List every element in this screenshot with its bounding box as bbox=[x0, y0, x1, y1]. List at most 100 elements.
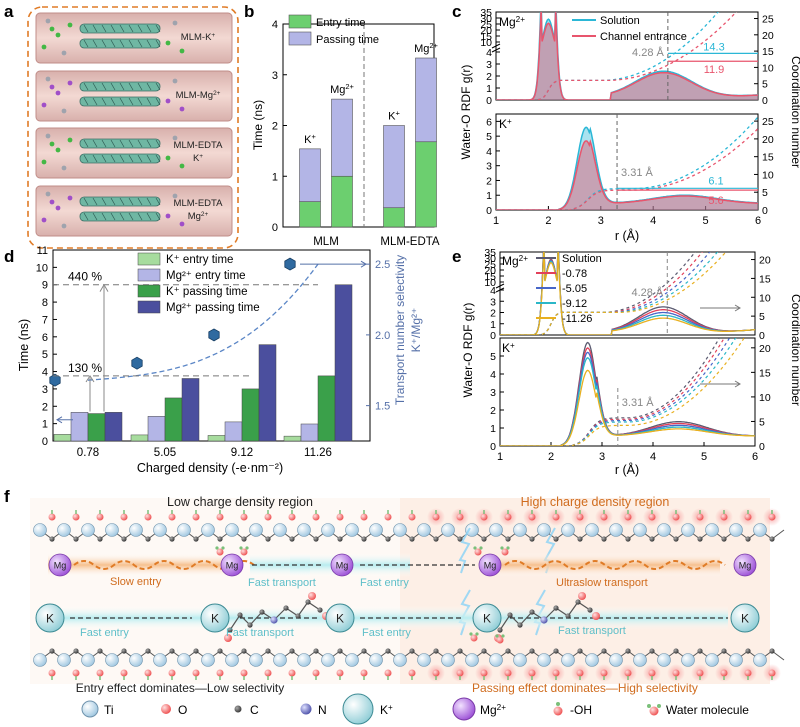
d-bar-1-3 bbox=[207, 435, 226, 442]
nanosheet-texture bbox=[146, 154, 152, 163]
e-top-ytick-label: 3 bbox=[490, 296, 496, 308]
wall-ti-atom bbox=[489, 653, 503, 667]
wall-ti-atom bbox=[729, 653, 743, 667]
wall-carbon-atom bbox=[217, 536, 223, 542]
wall-o-atom bbox=[696, 513, 704, 521]
wall-ti-atom bbox=[585, 523, 599, 537]
wall-o-atom bbox=[576, 513, 584, 521]
k-ion-7 bbox=[200, 603, 230, 633]
nanosheet-2-1 bbox=[79, 81, 161, 92]
wall-o-atom bbox=[624, 669, 632, 677]
nanosheet-texture bbox=[155, 197, 161, 206]
b-bar-entry-3 bbox=[383, 207, 405, 228]
d-bar-3-4 bbox=[317, 375, 336, 442]
e-legend-label-5: -11.26 bbox=[562, 313, 592, 325]
nanosheet-texture bbox=[119, 39, 125, 48]
caption-high-selectivity: Passing effect dominates—High selectivit… bbox=[472, 681, 698, 695]
wall-carbon-atom bbox=[97, 536, 103, 542]
c-top-ytick-label: 10 bbox=[480, 37, 492, 49]
wall-carbon-atom bbox=[577, 648, 583, 654]
wall-o-atom bbox=[624, 513, 632, 521]
d-ytick-label: 7 bbox=[42, 314, 48, 326]
nanosheet-texture bbox=[137, 39, 143, 48]
ion-particle bbox=[172, 193, 178, 199]
c-top-ytick-label: 25 bbox=[480, 19, 492, 31]
c-xlabel: r (Å) bbox=[615, 228, 639, 243]
wall-o-atom bbox=[144, 669, 152, 677]
nanosheet-texture bbox=[137, 82, 143, 91]
lightning-1 bbox=[458, 527, 471, 574]
wall-ti-atom bbox=[705, 523, 719, 537]
wall-o-atom bbox=[192, 669, 200, 677]
wall-ti-atom bbox=[465, 523, 479, 537]
wall-carbon-atom bbox=[313, 536, 319, 542]
b-xlabel-mlm-edta: MLM-EDTA bbox=[380, 236, 440, 248]
ion-particle bbox=[49, 141, 55, 147]
nanosheet-texture bbox=[83, 139, 89, 148]
wall-ti-atom bbox=[369, 523, 383, 537]
label-fast-entry-mg: Fast entry bbox=[360, 577, 409, 589]
nanosheet-3-2 bbox=[79, 153, 161, 164]
mg-ion-label: Mg bbox=[484, 561, 497, 571]
nanosheet-texture bbox=[110, 24, 116, 33]
panel-d-chart: 0 1 2 3 4 5 6 7 8 9 10 11 1.5 2.0 2.5 0.78 5.05 9.12 11.26… bbox=[17, 245, 423, 475]
c-xtick-label: 5 bbox=[703, 215, 709, 227]
e-bottom-ytick-label: 0 bbox=[490, 441, 496, 453]
c-bottom-fill-entrance bbox=[496, 140, 758, 210]
d-ytick-label: 0 bbox=[42, 436, 48, 448]
wall-carbon-atom bbox=[457, 536, 463, 542]
edta-chain-low-atom bbox=[270, 616, 278, 624]
water-h bbox=[475, 632, 479, 636]
ion-particle bbox=[61, 223, 67, 229]
nanosheet-texture bbox=[137, 24, 143, 33]
wall-ti-atom bbox=[321, 523, 335, 537]
nanosheet-texture bbox=[101, 39, 107, 48]
e-bottom-curves bbox=[500, 338, 755, 446]
ion-particle bbox=[172, 135, 178, 141]
edta-chain-low-atom bbox=[283, 605, 289, 611]
nanosheet-texture bbox=[101, 197, 107, 206]
ion-particle bbox=[49, 199, 55, 205]
ion-particle bbox=[67, 195, 73, 201]
wall-ti-atom bbox=[321, 653, 335, 667]
wall-ti-atom bbox=[33, 653, 47, 667]
b-ytick-label: 1 bbox=[272, 171, 278, 183]
e-bottom-cn-5 bbox=[500, 338, 745, 446]
e-legend-label-2: -0.78 bbox=[562, 268, 587, 280]
d-bar-4-3 bbox=[258, 344, 277, 442]
water-h bbox=[500, 546, 504, 550]
nanosheet-texture bbox=[128, 154, 134, 163]
nanosheet-texture bbox=[119, 139, 125, 148]
nanosheet-texture bbox=[110, 82, 116, 91]
wall-o-atom bbox=[432, 513, 440, 521]
e-axis-break bbox=[495, 283, 505, 289]
wall-carbon-atom bbox=[241, 536, 247, 542]
d-legend-swatch-4 bbox=[137, 300, 161, 314]
legend-oh-h bbox=[556, 702, 560, 706]
c-axis-break bbox=[491, 43, 501, 49]
nanosheet-texture bbox=[92, 39, 98, 48]
wall-o-atom bbox=[120, 513, 128, 521]
c-top-ytick-label: 15 bbox=[480, 31, 492, 43]
d-legend-label-4: Mg²⁺ passing time bbox=[166, 302, 260, 314]
e-top-ytick-label: 2 bbox=[490, 308, 496, 320]
label-fast-entry-k1: Fast entry bbox=[80, 627, 129, 639]
c-bottom-cn-entrance bbox=[496, 128, 758, 210]
ion-particle bbox=[67, 80, 73, 86]
wall-carbon-atom bbox=[481, 648, 487, 654]
wall-o-atom bbox=[312, 513, 320, 521]
e-top-ytick-label: 1 bbox=[490, 319, 496, 331]
wall-o-atom bbox=[216, 513, 224, 521]
e-bottom-shell-label: 3.31 Å bbox=[622, 396, 654, 409]
edta-chain-low-atom bbox=[305, 599, 311, 605]
e-top-ytick-label: 0 bbox=[490, 330, 496, 342]
d-bar-1-2 bbox=[130, 434, 149, 442]
wall-carbon-atom bbox=[73, 536, 79, 542]
e-xtick-label: 2 bbox=[548, 451, 554, 463]
wall-carbon-atom bbox=[145, 536, 151, 542]
wall-o-atom bbox=[336, 513, 344, 521]
wall-o-atom bbox=[120, 669, 128, 677]
e-bottom-ytick-label: 1 bbox=[490, 423, 496, 435]
legend-ti-symbol bbox=[81, 700, 99, 718]
